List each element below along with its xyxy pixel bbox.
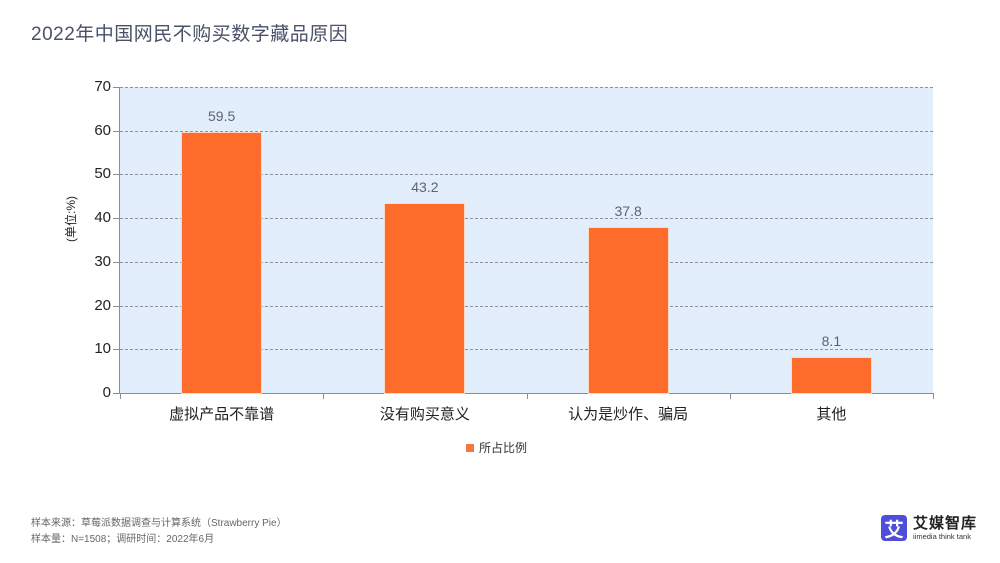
logo-name-cn: 艾媒智库 xyxy=(913,514,978,532)
y-tick xyxy=(113,130,119,132)
bar-value-label: 43.2 xyxy=(411,179,439,196)
y-tick-label: 30 xyxy=(94,252,111,270)
logo-name-en: iimedia think tank xyxy=(913,531,971,541)
x-tick xyxy=(933,393,934,399)
gridline xyxy=(120,174,933,176)
x-category-label: 虚拟产品不靠谱 xyxy=(169,406,275,423)
footnote-sample: 样本量：N=1508；调研时间：2022年6月 xyxy=(31,534,215,545)
gridline xyxy=(120,87,933,88)
x-tick xyxy=(729,393,731,399)
footnote-source: 样本来源：草莓派数据调查与计算系统（Strawberry Pie） xyxy=(31,518,287,529)
x-tick xyxy=(120,393,121,399)
chart-title: 2022年中国网民不购买数字藏品原因 xyxy=(31,24,349,45)
gridline xyxy=(120,218,933,220)
bar xyxy=(791,357,871,393)
y-tick xyxy=(113,87,119,88)
bar xyxy=(385,204,465,393)
bar-value-label: 37.8 xyxy=(614,202,642,219)
y-tick xyxy=(113,218,119,220)
y-tick-label: 60 xyxy=(94,121,111,139)
bar-value-label: 8.1 xyxy=(821,332,842,349)
y-tick-label: 20 xyxy=(94,296,111,314)
legend-swatch xyxy=(466,443,474,452)
gridline xyxy=(120,261,933,263)
y-tick-label: 40 xyxy=(94,209,111,227)
bar xyxy=(182,132,262,393)
bar xyxy=(588,227,668,393)
x-category-label: 认为是炒作、骗局 xyxy=(568,406,689,423)
legend: 所占比例 xyxy=(466,439,527,456)
y-tick-label: 70 xyxy=(94,78,111,95)
y-axis-unit-label: (单位:%) xyxy=(64,196,78,242)
y-tick xyxy=(113,261,119,263)
gridline xyxy=(120,305,933,307)
y-axis-line xyxy=(119,87,120,394)
gridline xyxy=(120,130,933,132)
x-category-label: 没有购买意义 xyxy=(379,406,470,423)
y-tick xyxy=(113,305,119,307)
y-tick-label: 0 xyxy=(102,384,111,401)
y-tick-label: 10 xyxy=(94,340,111,358)
gridline xyxy=(120,349,933,351)
logo: 艾 艾媒智库 iimedia think tank xyxy=(881,515,977,541)
x-tick xyxy=(323,393,325,399)
y-tick xyxy=(113,349,119,351)
x-tick xyxy=(526,393,528,399)
y-tick-label: 50 xyxy=(94,165,111,183)
logo-icon: 艾 xyxy=(881,515,907,541)
x-category-label: 其他 xyxy=(816,406,847,423)
legend-label: 所占比例 xyxy=(479,441,528,455)
y-tick xyxy=(113,174,119,176)
y-tick xyxy=(113,393,119,394)
bar-value-label: 59.5 xyxy=(208,107,236,124)
